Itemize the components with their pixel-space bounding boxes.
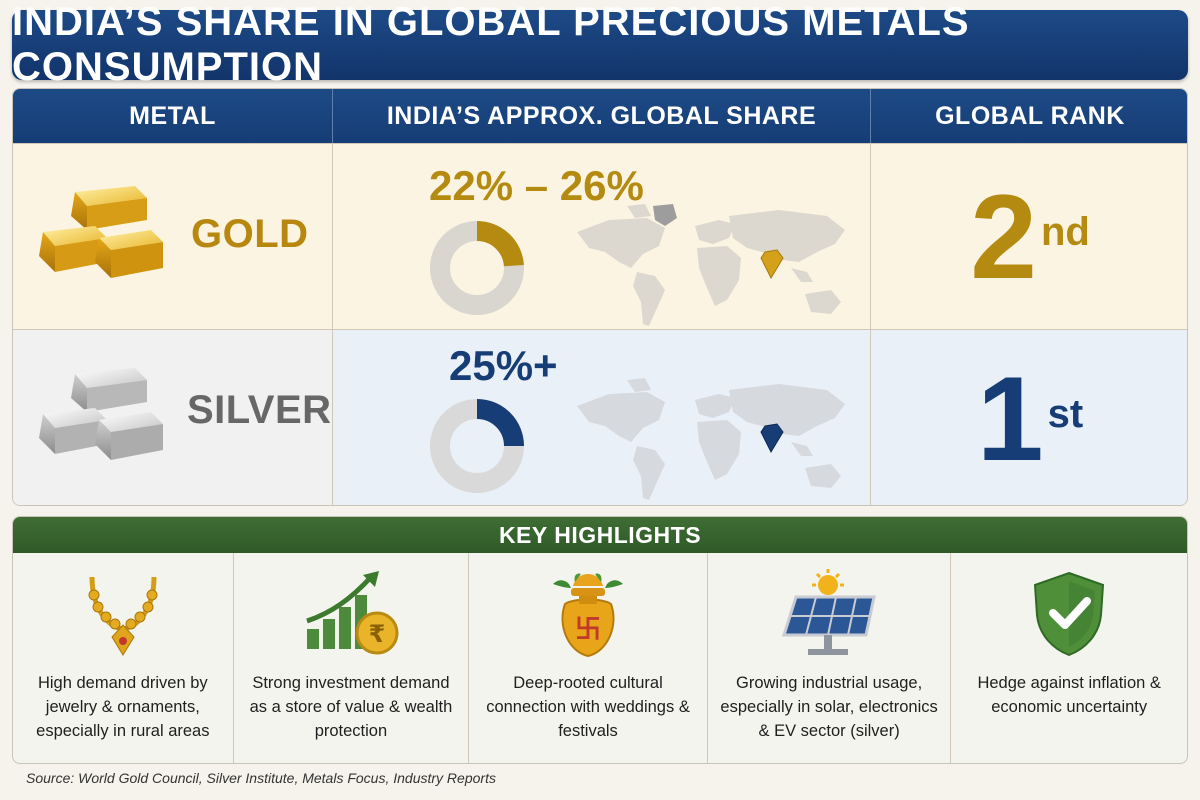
share-cell: 22% – 26%	[333, 144, 871, 329]
metals-table: METAL INDIA’S APPROX. GLOBAL SHARE GLOBA…	[12, 88, 1188, 506]
rank-suffix: nd	[1040, 210, 1090, 254]
metal-name: GOLD	[191, 212, 309, 256]
highlight-text: Growing industrial usage, especially in …	[720, 674, 938, 740]
highlights-grid: High demand driven by jewelry & ornament…	[13, 553, 1187, 763]
header-global-share: INDIA’S APPROX. GLOBAL SHARE	[333, 89, 871, 143]
silver-bars-icon	[39, 368, 163, 460]
rank-cell: 2 nd	[871, 144, 1187, 329]
rank-number: 2	[970, 169, 1037, 304]
highlight-item: High demand driven by jewelry & ornament…	[13, 553, 234, 763]
metal-cell: GOLD	[13, 144, 333, 329]
gold-bars-icon	[39, 186, 163, 278]
donut-slice	[476, 221, 524, 267]
table-row-gold: GOLD 22% – 26%	[13, 143, 1187, 329]
donut-slice	[476, 399, 524, 447]
table-header: METAL INDIA’S APPROX. GLOBAL SHARE GLOBA…	[13, 89, 1187, 143]
table-row-silver: SILVER 25%+	[13, 329, 1187, 505]
world-map-icon	[577, 204, 845, 326]
highlight-text: Deep-rooted cultural connection with wed…	[486, 674, 690, 740]
share-value: 22% – 26%	[429, 162, 644, 209]
growth-chart-rupee-icon: ₹	[306, 571, 399, 655]
highlight-item: Hedge against inflation & economic uncer…	[951, 553, 1187, 763]
global-rank: 1 st	[871, 330, 1187, 505]
key-highlights: KEY HIGHLIGHTS High demand driven by jew…	[12, 516, 1188, 764]
metal-cell: SILVER	[13, 330, 333, 505]
highlight-text: Hedge against inflation & economic uncer…	[977, 674, 1161, 716]
share-value: 25%+	[449, 342, 558, 389]
source-note: Source: World Gold Council, Silver Insti…	[26, 770, 496, 786]
world-map-icon	[577, 378, 845, 500]
rank-number: 1	[976, 351, 1044, 486]
kalash-pot-icon: 卐	[553, 573, 624, 658]
solar-panel-icon	[782, 569, 876, 655]
rank-cell: 1 st	[871, 330, 1187, 505]
highlight-text: Strong investment demand as a store of v…	[249, 674, 453, 740]
necklace-icon	[88, 576, 158, 656]
svg-text:₹: ₹	[369, 620, 386, 648]
rank-suffix: st	[1047, 392, 1084, 436]
share-donut-chart	[430, 221, 524, 315]
highlights-heading: KEY HIGHLIGHTS	[13, 517, 1187, 553]
highlight-item: 卐 Deep-rooted cultural connection with w…	[469, 553, 708, 763]
header-global-rank: GLOBAL RANK	[935, 101, 1125, 130]
page-title: INDIA’S SHARE IN GLOBAL PRECIOUS METALS …	[12, 0, 970, 89]
metal-name: SILVER	[187, 388, 332, 432]
share-donut-chart	[430, 399, 524, 493]
shield-check-icon	[1034, 571, 1105, 657]
global-rank: 2 nd	[871, 144, 1187, 329]
highlight-item: Growing industrial usage, especially in …	[708, 553, 952, 763]
highlight-text: High demand driven by jewelry & ornament…	[36, 674, 210, 740]
highlight-item: ₹ Strong investment demand as a store of…	[234, 553, 470, 763]
header-metal: METAL	[13, 89, 333, 143]
share-cell: 25%+	[333, 330, 871, 505]
svg-text:卐: 卐	[575, 615, 601, 645]
title-banner: INDIA’S SHARE IN GLOBAL PRECIOUS METALS …	[12, 0, 1188, 89]
